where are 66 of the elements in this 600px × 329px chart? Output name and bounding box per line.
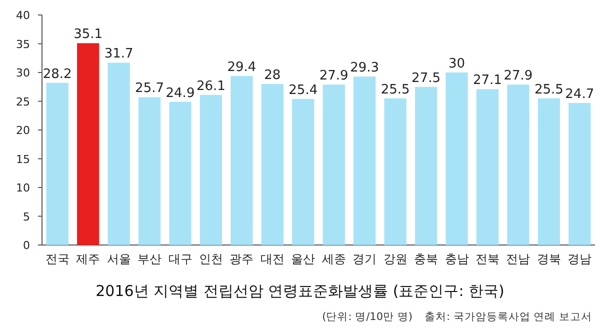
x-tick-label: 부산 — [138, 252, 162, 266]
bar — [138, 97, 161, 245]
x-tick-label: 대구 — [168, 252, 192, 266]
x-tick-label: 경남 — [568, 252, 592, 266]
bar — [507, 84, 530, 245]
y-tick-label: 25 — [16, 95, 30, 108]
data-label: 25.5 — [380, 82, 410, 98]
bar — [77, 43, 100, 245]
data-label: 27.5 — [412, 70, 441, 86]
data-label: 30 — [448, 56, 466, 72]
x-tick-label: 인천 — [198, 252, 223, 266]
x-tick-label: 서울 — [106, 252, 131, 266]
y-tick-label: 40 — [16, 9, 30, 22]
data-label: 24.9 — [166, 86, 195, 101]
bar — [108, 62, 130, 245]
x-tick-label: 세종 — [322, 252, 346, 266]
data-label: 28.2 — [42, 66, 72, 82]
data-label: 27.1 — [472, 73, 502, 88]
bar — [446, 72, 468, 245]
data-label: 26.1 — [196, 78, 226, 94]
y-tick-label: 10 — [16, 182, 30, 194]
x-tick-label: 제주 — [76, 252, 100, 266]
x-tick-label: 전남 — [506, 252, 530, 266]
x-tick-label: 울산 — [291, 252, 316, 266]
bar — [414, 86, 438, 245]
data-label: 25.7 — [135, 81, 164, 96]
data-label: 29.4 — [227, 60, 256, 75]
x-tick-label: 충북 — [414, 252, 438, 266]
data-label: 29.3 — [350, 60, 380, 76]
bar — [169, 102, 192, 245]
source-note: 출처: 국가암등록사업 연례 보고서 — [424, 311, 592, 323]
bar — [384, 98, 406, 245]
bar — [538, 98, 560, 245]
data-label: 25.4 — [288, 82, 318, 98]
bar — [261, 84, 284, 245]
x-tick-label: 경기 — [352, 252, 377, 266]
y-tick-label: 35 — [16, 38, 30, 51]
bar — [476, 89, 499, 245]
x-tick-label: 경북 — [536, 252, 561, 266]
bar — [322, 84, 345, 245]
x-tick-label: 광주 — [230, 252, 254, 266]
data-label: 27.9 — [504, 68, 533, 84]
bar — [292, 98, 314, 245]
bar — [354, 76, 376, 245]
data-label: 28 — [264, 68, 281, 83]
text: 2016년 지역별 전립선암 연령표준화발생률 (표준인구: 한국) — [96, 282, 504, 300]
y-tick-label: 15 — [16, 152, 30, 166]
bar — [46, 82, 68, 245]
y-tick-label: 20 — [16, 124, 30, 137]
data-label: 27.9 — [319, 68, 348, 84]
y-tick-label: 30 — [16, 66, 30, 80]
text: (단위: 명/10만 명) — [322, 311, 412, 323]
x-tick-label: 충남 — [444, 252, 469, 266]
data-label: 35.1 — [74, 27, 103, 42]
x-tick-label: 전국 — [45, 252, 70, 266]
data-label: 25.5 — [534, 82, 564, 98]
x-tick-label: 전북 — [475, 252, 500, 266]
bar — [200, 94, 222, 245]
bar — [568, 102, 591, 245]
data-label: 31.7 — [104, 46, 134, 62]
y-tick-label: 5 — [23, 210, 30, 224]
y-tick-label: 0 — [23, 239, 30, 252]
x-tick-label: 강원 — [383, 252, 408, 266]
data-label: 24.7 — [565, 86, 594, 102]
x-tick-label: 대전 — [260, 252, 284, 266]
bar — [230, 76, 253, 245]
